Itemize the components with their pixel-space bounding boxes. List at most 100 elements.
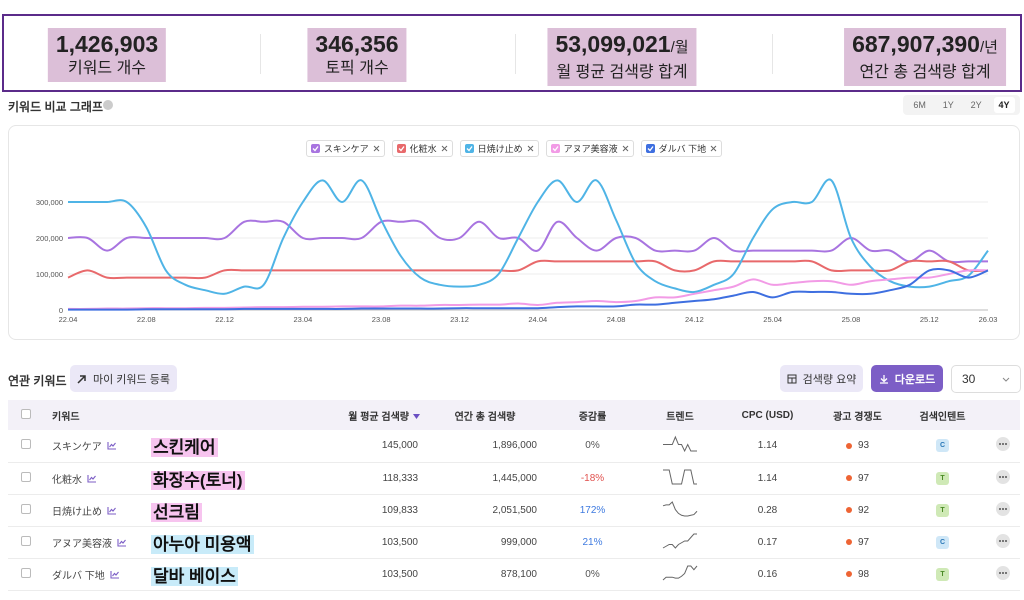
intent-badge: C <box>936 535 949 549</box>
cell: 98 <box>815 558 900 591</box>
legend-chip[interactable]: ダルバ 下地 <box>640 140 723 157</box>
more-button[interactable] <box>995 469 1010 484</box>
yearly-volume: 999,000 <box>425 526 545 559</box>
more-button[interactable] <box>995 533 1010 548</box>
icon-path <box>117 538 126 547</box>
sparkline <box>662 565 698 580</box>
button-label: 검색량 요약 <box>802 373 857 386</box>
button-label: 다운로드 <box>894 373 936 386</box>
trend-link-icon[interactable] <box>117 538 127 547</box>
sparkline-line <box>663 435 697 453</box>
cpc: 1.14 <box>720 462 815 495</box>
page-size-select[interactable]: 30 <box>951 365 1021 393</box>
legend: スキンケア 化粧水 日焼け止め アヌア美容液 ダルバ 下地 <box>8 140 1020 157</box>
check-mark <box>647 146 654 152</box>
range-tab[interactable]: 4Y <box>993 97 1015 113</box>
stat-label: 토픽 개수 <box>325 60 389 77</box>
y-tick-label: 0 <box>59 306 63 315</box>
more-button[interactable] <box>995 565 1010 580</box>
icon-path <box>110 570 119 579</box>
check-mark <box>552 146 559 152</box>
more-button[interactable] <box>995 501 1010 516</box>
remove-cross <box>622 145 628 152</box>
chevron <box>1002 377 1010 382</box>
cell: C <box>900 526 985 559</box>
intent-badge: T <box>936 471 949 485</box>
cell: 97 <box>815 462 900 495</box>
column-header: 검색인텐트 <box>900 400 985 430</box>
cpc: 1.14 <box>720 430 815 463</box>
x-tick-label: 22.04 <box>59 315 78 324</box>
section-title: 연관 키워드 <box>8 374 67 388</box>
checkbox[interactable] <box>21 535 31 546</box>
monthly-volume: 103,500 <box>300 558 425 591</box>
more-dot <box>1004 443 1007 446</box>
intent-badge: T <box>936 567 949 581</box>
stat-label: 연간 총 검색량 합계 <box>859 64 991 81</box>
check-mark <box>312 146 319 152</box>
stat-card: 1,426,903 키워드 개수 <box>47 28 167 82</box>
sort-arrow <box>413 413 420 419</box>
cell: 97 <box>815 526 900 559</box>
trend-link-icon[interactable] <box>107 506 117 515</box>
sort-icon[interactable] <box>412 413 421 420</box>
legend-chip[interactable]: スキンケア <box>305 140 385 157</box>
trend-link-icon[interactable] <box>87 474 97 483</box>
checkbox[interactable] <box>21 471 31 482</box>
series-line <box>67 178 989 295</box>
table-row: 化粧水 화장수(토너) 118,333 1,445,000 -18% 1.14 97 T <box>8 462 1020 495</box>
yearly-volume: 1,445,000 <box>425 462 545 495</box>
keyword-note: 화장수(토너) <box>151 470 245 490</box>
keyword-note: 스킨케어 <box>151 438 218 458</box>
series-line <box>67 219 988 264</box>
check-icon <box>647 146 654 152</box>
more-dot <box>1001 571 1004 574</box>
remove-icon[interactable] <box>441 145 448 152</box>
cell: 화장수(토너) <box>150 462 300 495</box>
cell <box>985 462 1020 495</box>
range-tab[interactable]: 2Y <box>970 100 982 110</box>
cell <box>640 494 720 527</box>
legend-chip[interactable]: 化粧水 <box>391 140 453 157</box>
download-button[interactable]: 다운로드 <box>871 365 943 392</box>
remove-icon[interactable] <box>710 145 717 152</box>
cell: 化粧水 <box>44 462 150 495</box>
legend-chip[interactable]: アヌア美容液 <box>545 140 634 157</box>
stat-label: 월 평균 검색량 합계 <box>556 64 688 81</box>
cell: 93 <box>815 430 900 463</box>
cpc: 0.16 <box>720 558 815 591</box>
checkbox[interactable] <box>21 408 31 419</box>
yearly-volume: 2,051,500 <box>425 494 545 527</box>
table-row: アヌア美容液 아누아 미용액 103,500 999,000 21% 0.17 97 C <box>8 526 1020 559</box>
my-keyword-button[interactable]: 마이 키워드 등록 <box>70 365 177 392</box>
trend-link-icon[interactable] <box>107 441 117 450</box>
x-tick-label: 26.03 <box>979 315 998 324</box>
monthly-volume: 103,500 <box>300 526 425 559</box>
sparkline-line <box>663 469 697 484</box>
stat-value-row: 687,907,390/년 <box>852 30 998 62</box>
cpc: 0.17 <box>720 526 815 559</box>
table-body: スキンケア 스킨케어 145,000 1,896,000 0% 1.14 93 C 化粧水 화장수… <box>8 430 1020 591</box>
legend-chip[interactable]: 日焼け止め <box>459 140 539 157</box>
sparkline-line <box>662 533 697 549</box>
more-button[interactable] <box>995 437 1010 452</box>
remove-icon[interactable] <box>527 145 534 152</box>
remove-icon[interactable] <box>373 145 380 152</box>
legend-label: 化粧水 <box>409 144 437 154</box>
range-tab[interactable]: 1Y <box>942 100 954 110</box>
summary-button[interactable]: 검색량 요약 <box>780 365 863 392</box>
cell <box>8 558 44 591</box>
checkbox[interactable] <box>21 503 31 514</box>
info-icon[interactable] <box>103 100 113 110</box>
cell: T <box>900 494 985 527</box>
keyword-note: 선크림 <box>151 502 202 522</box>
check-mark <box>398 146 405 152</box>
range-tab[interactable]: 6M <box>913 100 926 110</box>
column-header: 월 평균 검색량 <box>348 411 409 423</box>
check-icon <box>312 146 319 152</box>
remove-icon[interactable] <box>622 145 629 152</box>
trend-link-icon[interactable] <box>110 570 120 579</box>
sparkline <box>663 469 697 484</box>
checkbox[interactable] <box>21 439 31 450</box>
checkbox[interactable] <box>21 567 31 578</box>
